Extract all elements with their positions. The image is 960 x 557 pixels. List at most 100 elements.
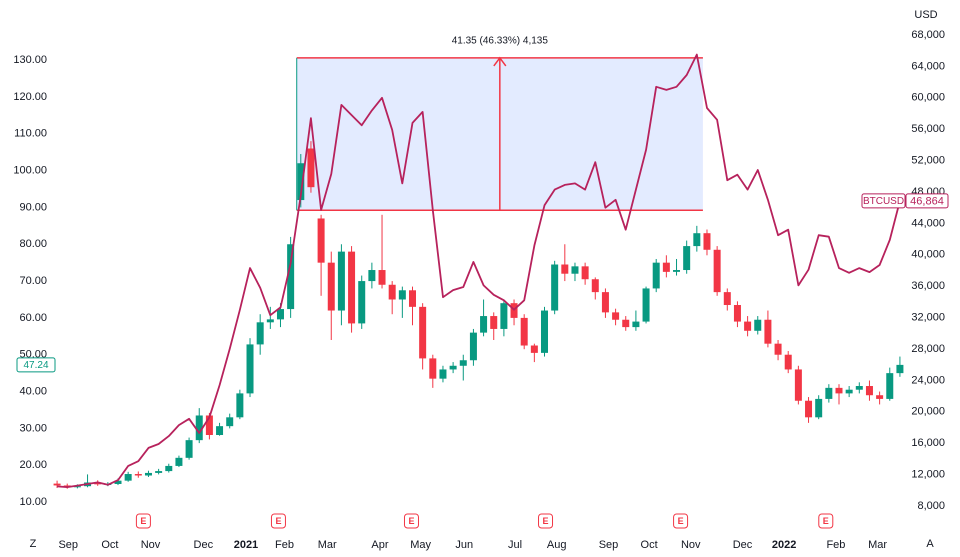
y2-axis-label: USD <box>914 9 937 21</box>
candle-body <box>256 322 264 345</box>
x-tick-label: Oct <box>641 539 658 551</box>
candle-body <box>520 317 528 346</box>
candle-body <box>419 306 427 359</box>
y2-tick-label: 12,000 <box>911 468 945 480</box>
y-tick-label: 10.00 <box>19 496 47 508</box>
candle-body <box>449 365 457 370</box>
candle-body <box>581 266 589 280</box>
event-marker <box>403 513 419 529</box>
y-tick-label: 20.00 <box>19 459 47 471</box>
candle-body <box>429 358 437 379</box>
y-tick-label: 120.00 <box>13 91 47 103</box>
candle-body <box>358 281 366 324</box>
candle-body <box>530 345 538 353</box>
candle-body <box>764 319 772 344</box>
event-marker <box>673 513 689 529</box>
candle-body <box>571 266 579 274</box>
event-label: E <box>140 516 146 526</box>
x-tick-label: Apr <box>371 539 388 551</box>
y2-tick-label: 52,000 <box>911 154 945 166</box>
y2-tick-label: 36,000 <box>911 280 945 292</box>
x-tick-label: Feb <box>826 539 845 551</box>
corner-button[interactable]: A <box>926 538 934 550</box>
price-line <box>57 53 901 488</box>
event-label: E <box>275 516 281 526</box>
candle-body <box>845 389 853 394</box>
candle-body <box>896 364 904 374</box>
candle-body <box>378 270 386 285</box>
x-tick-label: May <box>410 539 431 551</box>
last-price-box <box>16 357 56 373</box>
series-name: BTCUSD <box>863 196 904 207</box>
y2-tick-label: 28,000 <box>911 343 945 355</box>
candle-body <box>155 471 163 473</box>
candle-body <box>815 398 823 418</box>
candle-body <box>794 369 802 401</box>
event-label: E <box>543 516 549 526</box>
candle-body <box>73 486 81 488</box>
candle-body <box>185 440 193 458</box>
candle-body <box>754 319 762 331</box>
candle-body <box>307 148 315 188</box>
y2-tick-label: 68,000 <box>911 29 945 41</box>
candle-body <box>205 415 213 435</box>
candle-body <box>337 251 345 311</box>
candle-body <box>165 465 173 472</box>
candle-body <box>683 246 691 271</box>
y2-tick-label: 16,000 <box>911 437 945 449</box>
candle-body <box>632 321 640 328</box>
candle-body <box>876 395 884 399</box>
candle-body <box>703 233 711 250</box>
candle-body <box>723 292 731 306</box>
candle-body <box>662 262 670 272</box>
x-tick-label: 2022 <box>772 539 796 551</box>
candle-body <box>348 251 356 324</box>
last-value-label: 46,864 <box>910 195 944 207</box>
candle-body <box>673 270 681 272</box>
measure-arrowhead <box>493 56 507 67</box>
y-tick-label: 80.00 <box>19 238 47 250</box>
x-tick-label: Feb <box>275 539 294 551</box>
event-label: E <box>408 516 414 526</box>
y2-tick-label: 20,000 <box>911 406 945 418</box>
y-tick-label: 130.00 <box>13 54 47 66</box>
candle-body <box>612 312 620 320</box>
candle-body <box>886 373 894 399</box>
candle-body <box>490 316 498 329</box>
candle-body <box>500 303 508 329</box>
y-tick-label: 70.00 <box>19 275 47 287</box>
candle-body <box>622 319 630 328</box>
y2-tick-label: 44,000 <box>911 217 945 229</box>
candle-body <box>601 292 609 313</box>
x-tick-label: Nov <box>681 539 701 551</box>
series-name-box <box>861 193 906 209</box>
candle-body <box>124 474 132 481</box>
measure-label: 41.35 (46.33%) 4,135 <box>452 36 549 47</box>
y-tick-label: 30.00 <box>19 422 47 434</box>
x-tick-label: Mar <box>318 539 337 551</box>
corner-button[interactable]: Z <box>30 538 37 550</box>
candle-body <box>744 321 752 331</box>
candle-body <box>541 310 549 353</box>
candle-body <box>327 262 335 311</box>
candle-body <box>591 279 599 293</box>
event-marker <box>270 513 286 529</box>
candle-body <box>144 472 152 476</box>
y2-tick-label: 60,000 <box>911 92 945 104</box>
candle-body <box>865 386 873 396</box>
last-price-label: 47.24 <box>23 360 48 371</box>
candle-body <box>246 344 254 394</box>
candle-body <box>388 284 396 300</box>
candle-body <box>53 483 61 486</box>
candle-body <box>216 426 224 435</box>
candle-body <box>642 288 650 322</box>
candle-body <box>855 386 863 390</box>
x-tick-label: Sep <box>58 539 78 551</box>
y-tick-label: 110.00 <box>14 128 47 140</box>
candle-body <box>195 415 203 441</box>
candle-body <box>733 305 741 322</box>
candle-body <box>805 400 813 418</box>
x-tick-label: Jul <box>508 539 522 551</box>
candle-body <box>459 360 467 366</box>
y-tick-label: 90.00 <box>19 201 47 213</box>
